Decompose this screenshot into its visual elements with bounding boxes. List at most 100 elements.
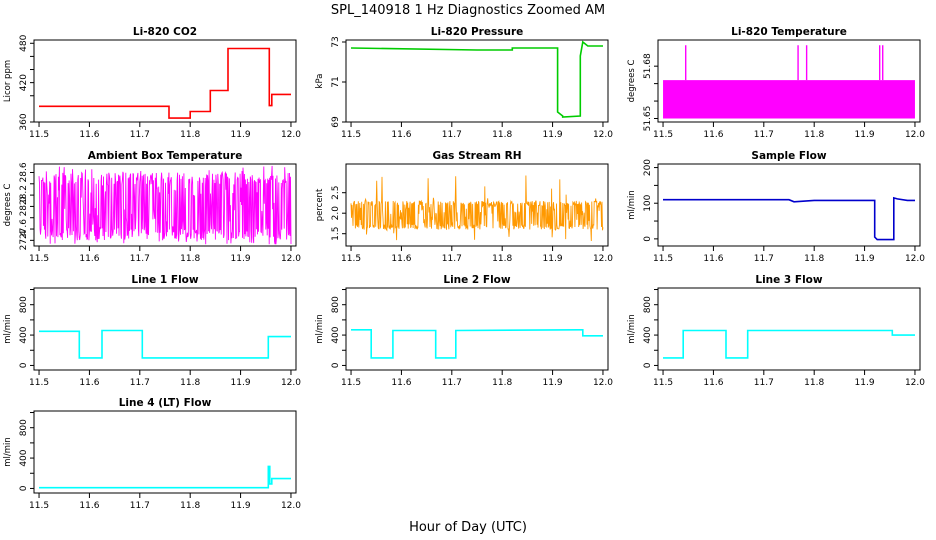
y-tick-label: 28.0 [19,196,29,216]
panel-10: Line 4 (LT) Flow ml/min 11.5 11.6 11.7 11.8 11… [3,397,301,511]
x-tick-label: 11.7 [130,254,150,264]
series-line [351,328,603,359]
x-tick-label: 11.8 [804,130,824,140]
plot-frame [345,163,609,247]
y-axis-label: ml/min [627,190,637,220]
y-tick-label: 1.5 [331,227,341,241]
plot-frame [657,39,921,123]
y-axis-label: percent [315,188,325,221]
x-tick-label: 11.6 [391,378,411,388]
panel-6: Sample Flow ml/min 11.5 11.6 11.7 11.8 11.9 12.… [627,150,925,264]
x-tick-label: 12.0 [281,130,301,140]
x-tick-label: 12.0 [905,378,925,388]
y-axis-label: degrees C [3,184,13,227]
plot-frame [657,287,921,371]
panel-2: Li-820 Pressure kPa 11.5 11.6 11.7 11.8 11.9 12… [315,26,613,140]
panel-3: Li-820 Temperature degrees C 11.5 11.6 11.7 1… [627,26,925,140]
y-tick-label: 27.6 [19,219,29,239]
series-line [663,196,915,241]
x-tick-label: 11.8 [180,501,200,511]
x-tick-label: 11.7 [754,378,774,388]
y-tick-label: 51.65 [643,106,653,132]
x-tick-label: 12.0 [905,254,925,264]
series-line [39,329,291,359]
x-tick-label: 11.5 [29,378,49,388]
x-tick-label: 12.0 [281,378,301,388]
y-tick-label: 71 [331,76,341,87]
x-tick-label: 11.7 [754,130,774,140]
y-tick-label: 0 [643,236,653,242]
plot-frame [345,287,609,371]
x-tick-label: 11.5 [29,254,49,264]
y-axis-label: Licor ppm [3,60,13,102]
y-tick-label: 28.2 [19,185,29,205]
x-tick-label: 11.7 [442,378,462,388]
x-tick-label: 11.5 [29,130,49,140]
panel-5: Gas Stream RH percent 11.5 11.6 11.7 11.8 11.9… [315,150,613,264]
y-tick-label: 2.5 [331,186,341,200]
y-tick-label: 69 [331,116,341,128]
x-tick-label: 11.9 [231,378,251,388]
panel-title: Gas Stream RH [432,150,521,162]
panel-title: Line 3 Flow [755,274,822,286]
panel-9: Line 3 Flow ml/min 11.5 11.6 11.7 11.8 11.9 12.… [627,274,925,388]
y-tick-label: 400 [331,326,341,343]
x-tick-label: 11.6 [79,378,99,388]
x-tick-label: 11.5 [29,501,49,511]
series-band [663,80,915,119]
series-line [663,329,915,359]
y-tick-label: 400 [19,449,29,466]
plot-frame [345,39,609,123]
panel-1: Li-820 CO2 Licor ppm 11.5 11.6 11.7 11.8 11.9 1… [3,26,301,140]
x-tick-label: 11.7 [442,130,462,140]
plot-frame [33,287,297,371]
x-tick-label: 11.9 [543,254,563,264]
y-tick-label: 420 [19,74,29,91]
y-tick-label: 0 [19,362,29,368]
x-tick-label: 12.0 [281,254,301,264]
series-line [39,47,291,119]
x-tick-label: 11.7 [130,501,150,511]
x-tick-label: 12.0 [593,130,613,140]
x-tick-label: 11.8 [180,254,200,264]
x-tick-label: 11.9 [543,130,563,140]
x-tick-label: 11.6 [79,130,99,140]
x-tick-label: 11.6 [79,501,99,511]
x-tick-label: 12.0 [281,501,301,511]
x-tick-label: 11.5 [653,378,673,388]
x-tick-label: 11.5 [653,130,673,140]
x-tick-label: 12.0 [593,378,613,388]
y-tick-label: 480 [19,34,29,51]
x-tick-label: 11.6 [703,254,723,264]
x-tick-label: 11.9 [231,254,251,264]
y-tick-label: 360 [19,113,29,130]
x-tick-label: 11.5 [653,254,673,264]
panel-title: Line 2 Flow [443,274,510,286]
y-tick-label: 800 [19,296,29,313]
panel-title: Li-820 CO2 [133,26,197,38]
y-tick-label: 27.4 [19,230,29,250]
panel-4: Ambient Box Temperature degrees C 11.5 11.6… [3,150,301,264]
x-tick-label: 11.7 [130,130,150,140]
x-tick-label: 11.8 [492,254,512,264]
y-tick-label: 2.0 [331,206,341,221]
y-tick-label: 800 [19,419,29,436]
chart-panels: Li-820 CO2 Licor ppm 11.5 11.6 11.7 11.8 11.9 1… [3,26,925,511]
y-axis-label: ml/min [627,314,637,344]
y-axis-label: degrees C [627,60,637,103]
panel-title: Sample Flow [751,150,826,162]
y-tick-label: 0 [643,362,653,368]
x-tick-label: 11.8 [804,378,824,388]
y-tick-label: 400 [19,326,29,343]
y-axis-label: kPa [315,74,325,89]
x-tick-label: 11.9 [855,254,875,264]
y-axis-label: ml/min [315,314,325,344]
x-tick-label: 11.5 [341,130,361,140]
series-line [350,175,604,242]
x-tick-label: 11.8 [492,378,512,388]
series-line [38,165,292,245]
x-tick-label: 11.8 [492,130,512,140]
series-line [350,40,603,118]
panel-8: Line 2 Flow ml/min 11.5 11.6 11.7 11.8 11.9 12.… [315,274,613,388]
